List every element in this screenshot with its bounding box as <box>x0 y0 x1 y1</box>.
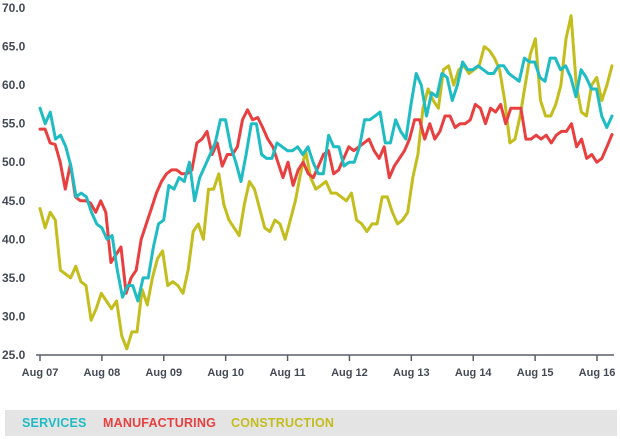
legend-entry-manufacturing: MANUFACTURING <box>103 416 217 430</box>
x-tick-label: Aug 12 <box>331 367 368 379</box>
x-tick-label: Aug 14 <box>455 367 493 379</box>
series-line-construction <box>38 14 614 351</box>
y-tick-label: 35.0 <box>2 271 26 285</box>
chart-canvas: 70.0 65.0 60.0 55.0 50.0 45.0 40.0 35.0 30.0 25.0… <box>2 1 615 379</box>
series-line-services <box>38 56 614 303</box>
x-tick-label: Aug 10 <box>207 367 244 379</box>
legend: SERVICES MANUFACTURING CONSTRUCTION <box>5 410 617 436</box>
x-tick-label: Aug 09 <box>145 367 182 379</box>
y-tick-label: 45.0 <box>2 194 26 208</box>
y-tick-label: 30.0 <box>2 309 26 323</box>
legend-entry-services: SERVICES <box>22 416 87 430</box>
y-tick-label: 50.0 <box>2 155 26 169</box>
x-tick-label: Aug 07 <box>22 367 59 379</box>
series-line-manufacturing <box>38 102 614 295</box>
x-tick-label: Aug 16 <box>579 367 616 379</box>
legend-entry-construction: CONSTRUCTION <box>231 416 335 430</box>
y-tick-label: 65.0 <box>2 40 26 54</box>
y-tick-label: 60.0 <box>2 78 26 92</box>
y-tick-label: 40.0 <box>2 232 26 246</box>
y-tick-label: 70.0 <box>2 1 26 15</box>
axis-group: 70.0 65.0 60.0 55.0 50.0 45.0 40.0 35.0 30.0 25.0… <box>2 1 615 379</box>
x-tick-label: Aug 11 <box>270 367 306 379</box>
y-tick-label: 25.0 <box>2 348 26 362</box>
x-tick-label: Aug 08 <box>84 367 121 379</box>
x-tick-label: Aug 13 <box>393 367 430 379</box>
series-group <box>38 14 614 351</box>
x-tick-label: Aug 15 <box>517 367 554 379</box>
y-tick-label: 55.0 <box>2 117 26 131</box>
